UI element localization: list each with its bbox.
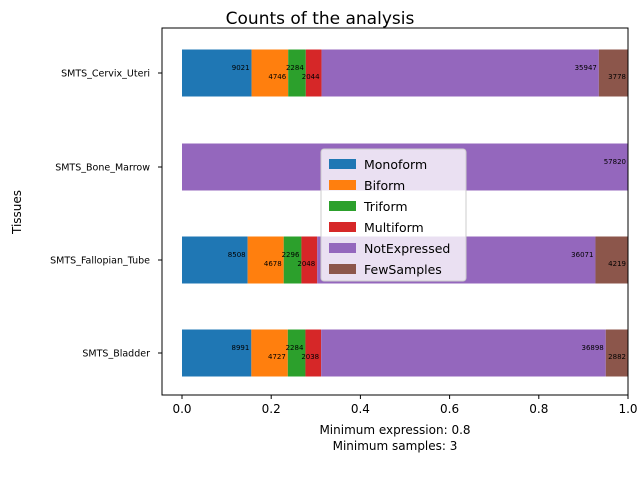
data-label-multiform-smts_cervix_uteri: 2044 [302,73,320,81]
bar-multiform-smts_cervix_uteri [305,49,322,97]
legend-label-biform: Biform [364,178,405,193]
bar-notexpressed-smts_bladder [321,329,606,377]
bar-triform-smts_fallopian_tube [283,236,302,284]
data-label-triform-smts_cervix_uteri: 2284 [286,64,304,72]
legend-label-triform: Triform [363,199,408,214]
bar-notexpressed-smts_cervix_uteri [321,49,599,97]
data-label-fewsamples-smts_fallopian_tube: 4219 [608,260,626,268]
legend-swatch-multiform [329,222,356,232]
bar-fewsamples-smts_bladder [605,329,628,377]
y-axis: SMTS_Cervix_Uteri SMTS_Bone_Marrow SMTS_Fa… [50,69,162,360]
legend-swatch-triform [329,201,356,211]
bar-multiform-smts_fallopian_tube [301,236,318,284]
bar-fewsamples-smts_fallopian_tube [595,236,628,284]
data-labels-layer: 9021474622842044359473778578208508467822… [228,64,626,361]
data-label-triform-smts_fallopian_tube: 2296 [282,251,300,259]
legend-swatch-notexpressed [329,243,356,253]
legend-label-multiform: Multiform [364,220,424,235]
y-tick-label: SMTS_Bladder [82,349,150,360]
data-label-notexpressed-smts_bladder: 36898 [581,344,603,352]
chart-title: Counts of the analysis [226,9,415,29]
legend: Monoform Biform Triform Multiform NotExpress… [320,148,467,282]
data-label-biform-smts_fallopian_tube: 4678 [264,260,282,268]
x-axis-label-line-1: Minimum expression: 0.8 [319,423,470,437]
bar-triform-smts_bladder [287,329,306,377]
data-label-biform-smts_cervix_uteri: 4746 [268,73,286,81]
x-tick-label: 1.0 [618,402,637,416]
x-tick-label: 0.8 [529,402,548,416]
data-label-fewsamples-smts_bladder: 2882 [608,353,626,361]
data-label-notexpressed-smts_fallopian_tube: 36071 [571,251,593,259]
x-tick-label: 0.2 [262,402,281,416]
x-tick-label: 0.0 [172,402,191,416]
legend-label-monoform: Monoform [364,157,427,172]
legend-box [320,148,467,282]
x-axis-label-line-2: Minimum samples: 3 [333,439,458,453]
bar-multiform-smts_bladder [305,329,322,377]
data-label-monoform-smts_cervix_uteri: 9021 [232,64,250,72]
y-tick-label: SMTS_Fallopian_Tube [50,256,150,267]
bar-monoform-smts_bladder [182,329,252,377]
y-tick-label: SMTS_Bone_Marrow [55,163,150,174]
y-axis-label: Tissues [10,190,24,235]
data-label-fewsamples-smts_cervix_uteri: 3778 [608,73,626,81]
bar-biform-smts_bladder [251,329,288,377]
data-label-monoform-smts_fallopian_tube: 8508 [228,251,246,259]
bar-triform-smts_cervix_uteri [288,49,306,97]
legend-swatch-fewsamples [329,264,356,274]
bar-fewsamples-smts_cervix_uteri [598,49,628,97]
data-label-monoform-smts_bladder: 8991 [232,344,250,352]
data-label-biform-smts_bladder: 4727 [268,353,286,361]
legend-label-notexpressed: NotExpressed [364,241,450,256]
y-tick-label: SMTS_Cervix_Uteri [61,69,150,80]
data-label-multiform-smts_bladder: 2038 [301,353,319,361]
data-label-multiform-smts_fallopian_tube: 2048 [297,260,315,268]
x-tick-label: 0.6 [440,402,459,416]
data-label-notexpressed-smts_bone_marrow: 57820 [604,158,626,166]
bar-biform-smts_fallopian_tube [247,236,284,284]
data-label-triform-smts_bladder: 2284 [286,344,304,352]
legend-label-fewsamples: FewSamples [364,262,442,277]
x-tick-label: 0.4 [351,402,370,416]
bar-monoform-smts_cervix_uteri [182,49,252,97]
bar-monoform-smts_fallopian_tube [182,236,248,284]
data-label-notexpressed-smts_cervix_uteri: 35947 [575,64,597,72]
legend-swatch-monoform [329,159,356,169]
legend-swatch-biform [329,180,356,190]
bar-biform-smts_cervix_uteri [251,49,289,97]
plot-frame [161,27,629,396]
x-axis: 0.0 0.2 0.4 0.6 0.8 1.0 [172,395,638,416]
